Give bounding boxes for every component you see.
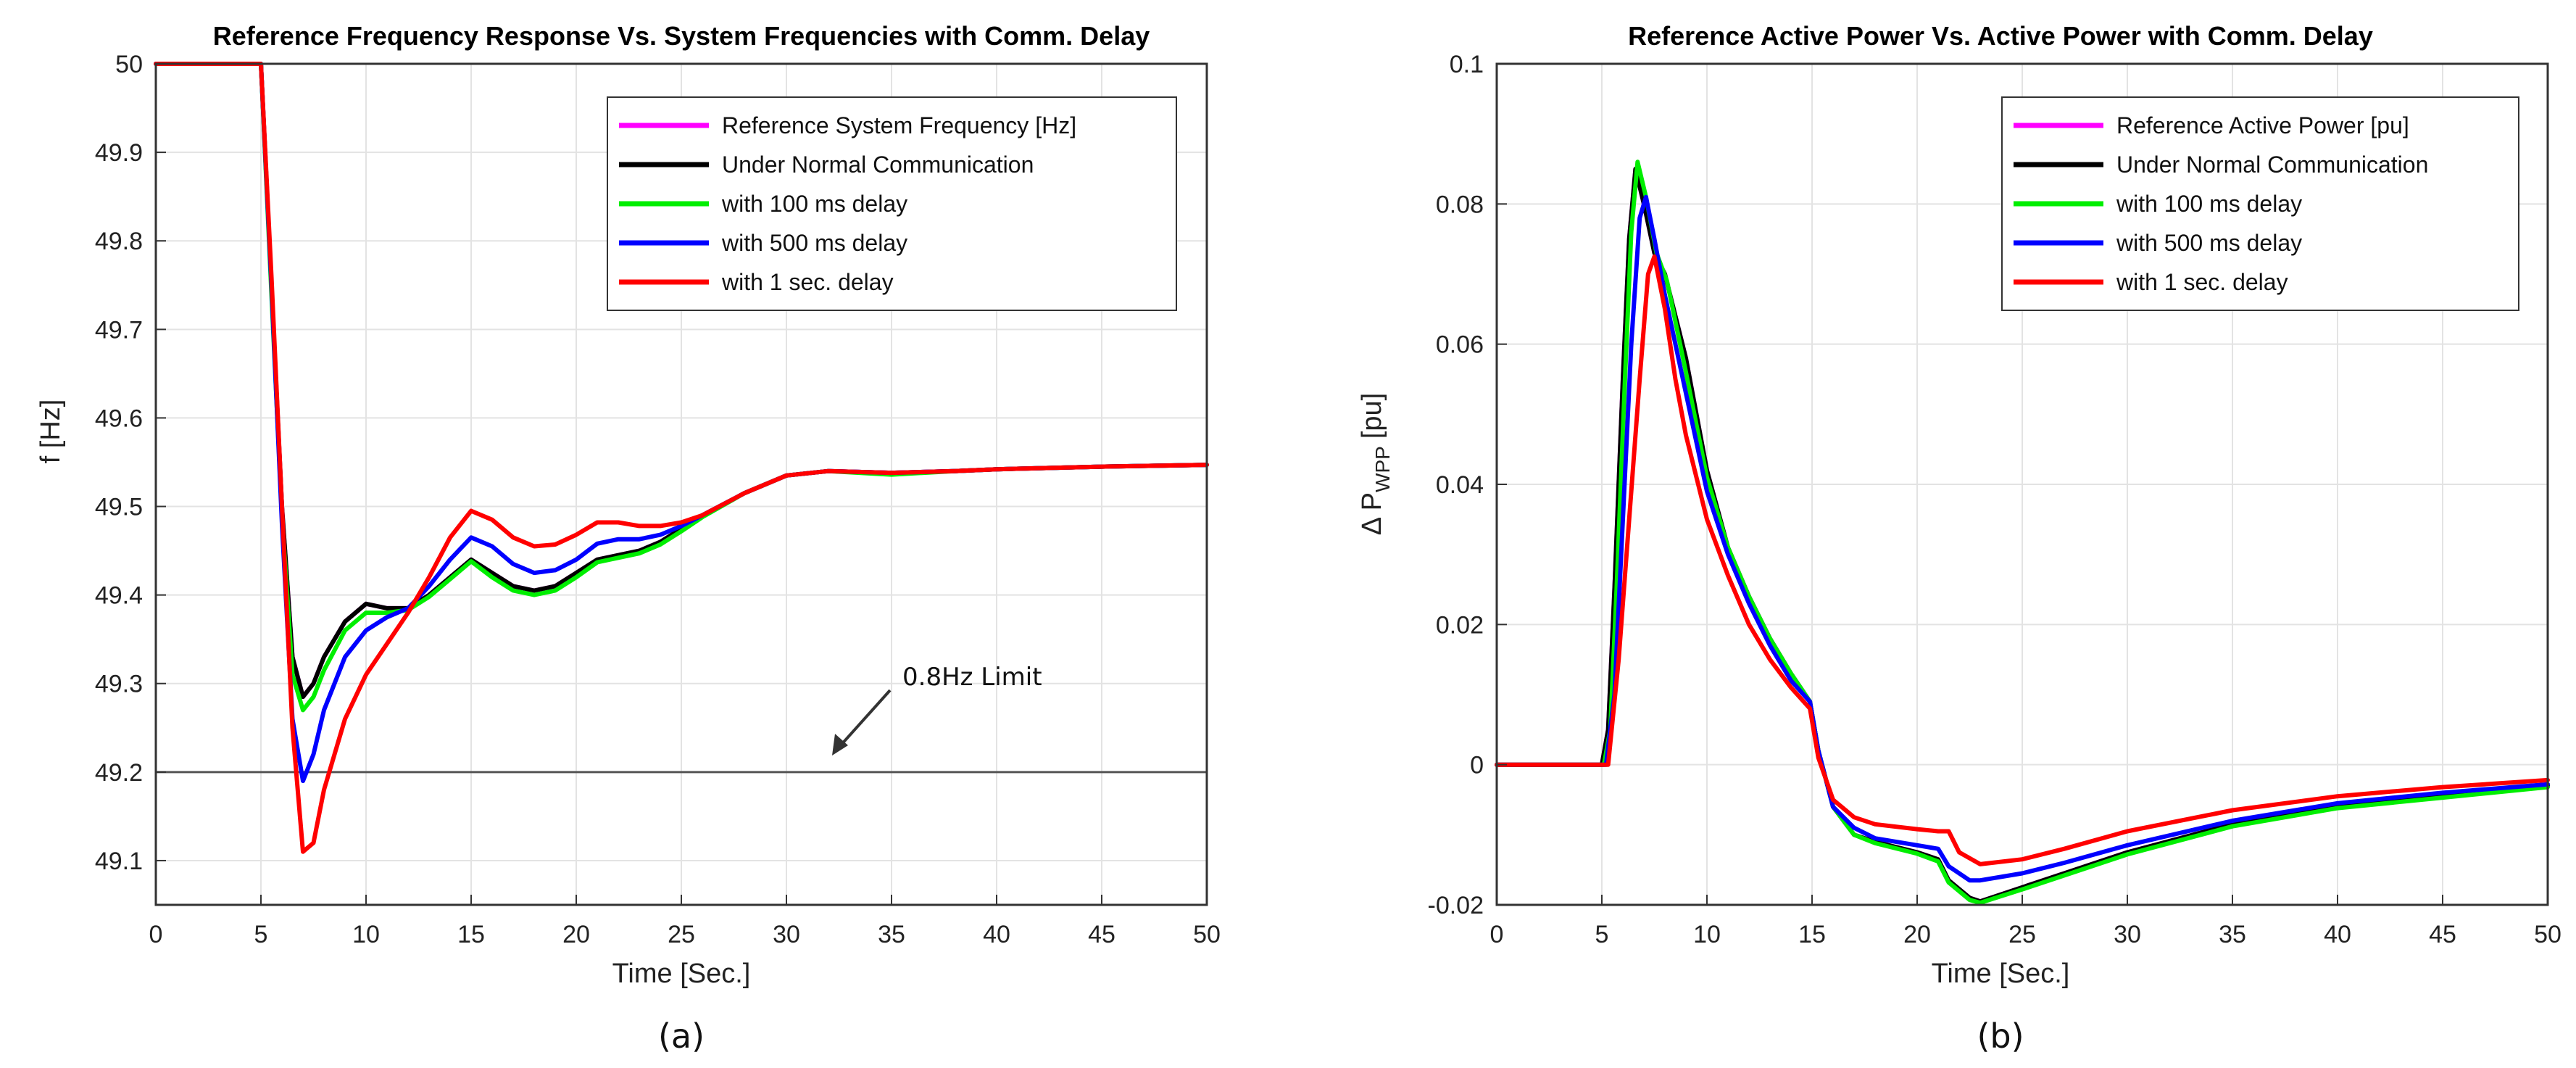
- b-series-line-5: [1495, 254, 2550, 866]
- b-y-tick-label: 0.1: [1450, 51, 1484, 78]
- b-y-tick-label: 0.06: [1436, 331, 1484, 359]
- b-x-tick-label: 40: [2324, 921, 2351, 948]
- chart-a-title: Reference Frequency Response Vs. System …: [213, 21, 1150, 51]
- chart-a-caption: (a): [658, 1017, 705, 1056]
- a-x-tick-label: 35: [878, 921, 905, 948]
- chart-b-x-ticks: 0 5 10 15 20 25 30 35 40 45 50: [1490, 895, 2562, 948]
- chart-b-y-axis-label-unit: [pu]: [1357, 393, 1387, 439]
- chart-a-annotation-arrowhead: [832, 734, 848, 756]
- b-x-tick-label: 20: [1903, 921, 1931, 948]
- b-legend-label: Under Normal Communication: [2116, 152, 2428, 178]
- chart-a-series: [154, 62, 1209, 854]
- chart-b-y-ticks: -0.02 0 0.02 0.04 0.06 0.08 0.1: [1428, 51, 1507, 919]
- a-y-tick-label: 49.2: [95, 759, 143, 787]
- b-legend-label: with 1 sec. delay: [2116, 269, 2288, 295]
- a-y-tick-label: 49.1: [95, 848, 143, 875]
- a-x-tick-label: 15: [457, 921, 485, 948]
- a-x-tick-label: 30: [773, 921, 800, 948]
- a-x-tick-label: 40: [983, 921, 1010, 948]
- chart-a-legend: Reference System Frequency [Hz] Under Nor…: [607, 96, 1177, 311]
- chart-a-annotation-text: 0.8Hz Limit: [902, 663, 1042, 692]
- a-x-tick-label: 50: [1193, 921, 1221, 948]
- a-legend-label: Under Normal Communication: [722, 152, 1034, 178]
- a-legend-label: with 1 sec. delay: [721, 269, 894, 295]
- a-y-tick-label: 49.9: [95, 139, 143, 167]
- b-x-tick-label: 10: [1693, 921, 1721, 948]
- a-y-tick-label: 50: [115, 51, 143, 78]
- b-x-tick-label: 15: [1798, 921, 1826, 948]
- chart-active-power: Reference Active Power Vs. Active Power …: [1357, 21, 2562, 1056]
- chart-a-annotation-arrow: [838, 689, 892, 748]
- a-x-tick-label: 20: [562, 921, 590, 948]
- a-y-tick-label: 49.8: [95, 228, 143, 255]
- a-legend-label: Reference System Frequency [Hz]: [722, 112, 1076, 138]
- b-y-tick-label: 0: [1470, 752, 1484, 779]
- chart-a-annotation: 0.8Hz Limit: [832, 663, 1042, 756]
- b-y-tick-label: 0.04: [1436, 471, 1484, 499]
- chart-frequency-response: Reference Frequency Response Vs. System …: [36, 21, 1221, 1056]
- b-y-tick-label: -0.02: [1428, 892, 1484, 919]
- b-x-tick-label: 0: [1490, 921, 1504, 948]
- chart-b-y-axis-label: Δ PWPP [pu]: [1357, 393, 1394, 535]
- b-x-tick-label: 50: [2534, 921, 2562, 948]
- a-x-tick-label: 0: [149, 921, 163, 948]
- a-legend-label: with 100 ms delay: [721, 191, 907, 217]
- chart-b-legend: Reference Active Power [pu] Under Normal …: [2001, 96, 2519, 311]
- b-x-tick-label: 25: [2008, 921, 2036, 948]
- a-series-line-5: [154, 62, 1209, 854]
- chart-b-caption: (b): [1977, 1017, 2024, 1056]
- chart-a-y-axis-label: f [Hz]: [36, 400, 66, 464]
- b-y-tick-label: 0.08: [1436, 191, 1484, 218]
- b-x-tick-label: 45: [2429, 921, 2456, 948]
- a-y-tick-label: 49.5: [95, 494, 143, 521]
- chart-b-y-axis-label-sub: WPP: [1371, 446, 1394, 492]
- b-x-tick-label: 35: [2219, 921, 2246, 948]
- chart-b-title: Reference Active Power Vs. Active Power …: [1628, 21, 2373, 51]
- b-legend-label: Reference Active Power [pu]: [2116, 112, 2409, 138]
- a-x-tick-label: 5: [254, 921, 268, 948]
- chart-a-x-axis-label: Time [Sec.]: [612, 959, 751, 989]
- b-x-tick-label: 5: [1595, 921, 1609, 948]
- chart-b-y-axis-label-main: Δ P: [1357, 492, 1387, 535]
- a-y-tick-label: 49.3: [95, 671, 143, 698]
- chart-a-y-ticks: 49.1 49.2 49.3 49.4 49.5 49.6 49.7 49.8 49.9 50: [95, 51, 166, 875]
- chart-b-x-axis-label: Time [Sec.]: [1932, 959, 2070, 989]
- b-x-tick-label: 30: [2114, 921, 2141, 948]
- b-y-tick-label: 0.02: [1436, 611, 1484, 639]
- a-y-tick-label: 49.7: [95, 316, 143, 344]
- a-x-tick-label: 45: [1088, 921, 1115, 948]
- b-legend-label: with 100 ms delay: [2116, 191, 2302, 217]
- chart-a-x-ticks: 0 5 10 15 20 25 30 35 40 45 50: [149, 895, 1221, 948]
- a-y-tick-label: 49.6: [95, 405, 143, 432]
- a-y-tick-label: 49.4: [95, 582, 143, 610]
- chart-b-series: [1495, 160, 2550, 906]
- a-x-tick-label: 25: [668, 921, 695, 948]
- a-legend-label: with 500 ms delay: [721, 230, 907, 256]
- b-legend-label: with 500 ms delay: [2116, 230, 2302, 256]
- a-x-tick-label: 10: [352, 921, 380, 948]
